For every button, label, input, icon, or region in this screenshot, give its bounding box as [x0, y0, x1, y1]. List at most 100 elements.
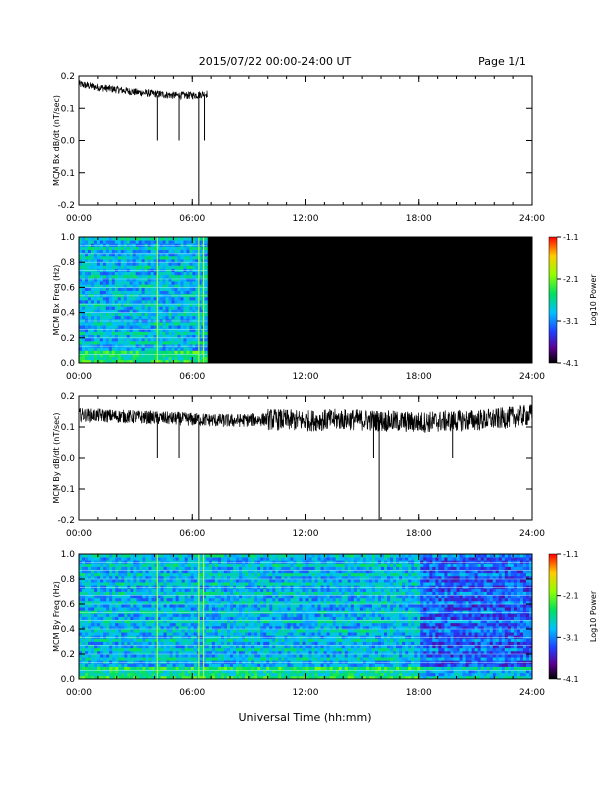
spectrogram-cell: [269, 672, 273, 677]
spectrogram-cell: [223, 600, 228, 605]
spectrogram-cell: [87, 318, 92, 323]
spectrogram-cell: [120, 290, 125, 295]
spectrogram-cell: [144, 331, 149, 336]
spectrogram-cell: [156, 252, 160, 257]
spectrogram-cell: [112, 629, 116, 633]
spectrogram-cell: [145, 585, 149, 589]
spectrogram-cell: [154, 650, 158, 655]
spectrogram-cell: [133, 650, 137, 655]
spectrogram-cell: [112, 594, 116, 599]
spectrogram-cell: [195, 296, 199, 301]
spectrogram-cell: [174, 303, 178, 307]
spectrogram-cell: [84, 325, 89, 329]
spectrogram-cell: [121, 660, 125, 664]
spectrogram-cell: [106, 569, 110, 574]
spectrogram-cell: [154, 597, 158, 602]
spectrogram-cell: [163, 597, 167, 602]
spectrogram-cell: [105, 240, 110, 244]
spectrogram-cell: [91, 604, 95, 608]
spectrogram-cell: [105, 337, 110, 342]
spectrogram-cell: [141, 262, 146, 266]
spectrogram-cell: [142, 575, 146, 580]
spectrogram-cell: [190, 594, 195, 599]
spectrogram-cell: [112, 554, 116, 558]
spectrogram-cell: [293, 675, 297, 680]
spectrogram-cell: [115, 654, 119, 658]
spectrogram-cell: [163, 632, 167, 636]
spectrogram-cell: [245, 641, 249, 646]
spectrogram-cell: [260, 582, 264, 586]
spectrogram-cell: [81, 347, 86, 351]
spectrogram-cell: [263, 638, 267, 642]
spectrogram-cell: [281, 657, 285, 661]
spectrogram-cell: [236, 619, 240, 624]
spectrogram-cell: [96, 315, 101, 320]
spectrogram-cell: [79, 303, 83, 307]
spectrogram-cell: [189, 337, 193, 342]
spectrogram-cell: [135, 262, 140, 266]
spectrogram-cell: [199, 672, 204, 677]
spectrogram-cell: [211, 632, 216, 636]
spectrogram-cell: [151, 604, 155, 608]
spectrogram-cell: [132, 274, 137, 279]
spectrogram-cell: [230, 657, 234, 661]
spectrogram-cell: [151, 622, 155, 627]
spectrogram-cell: [233, 572, 237, 577]
spectrogram-cell: [96, 284, 101, 288]
spectrogram-cell: [230, 669, 234, 674]
spectrogram-cell: [223, 654, 228, 658]
spectrogram-cell: [174, 306, 178, 310]
spectrogram-cell: [108, 296, 113, 301]
spectrogram-cell: [136, 579, 140, 583]
spectrogram-cell: [302, 657, 306, 661]
spectrogram-cell: [220, 613, 225, 617]
spectrogram-cell: [263, 582, 267, 586]
spectrogram-cell: [87, 277, 92, 282]
spectrogram-cell: [79, 246, 83, 250]
spectrogram-cell: [109, 585, 113, 589]
spectrogram-cell: [136, 566, 140, 571]
spectrogram-cell: [281, 660, 285, 664]
spectrogram-cell: [165, 262, 169, 266]
spectrogram-cell: [142, 613, 146, 617]
spectrogram-cell: [284, 604, 288, 608]
spectrogram-cell: [275, 666, 279, 671]
spectrogram-cell: [79, 616, 83, 621]
spectrogram-cell: [184, 619, 189, 624]
spectrogram-cell: [115, 588, 119, 592]
spectrogram-cell: [111, 337, 116, 342]
spectrogram-cell: [105, 312, 110, 317]
spectrogram-cell: [138, 340, 143, 345]
spectrogram-cell: [84, 306, 89, 310]
x-tick-label: 00:00: [66, 529, 92, 539]
spectrogram-cell: [186, 309, 190, 313]
spectrogram-cell: [142, 632, 146, 636]
spectrogram-cell: [284, 616, 288, 621]
spectrogram-cell: [189, 262, 193, 266]
spectrogram-cell: [97, 657, 101, 661]
spectrogram-cell: [230, 625, 234, 630]
spectrogram-cell: [299, 579, 303, 583]
spectrogram-cell: [178, 566, 183, 571]
spectrogram-cell: [82, 572, 86, 577]
spectrogram-cell: [278, 672, 282, 677]
spectrogram-cell: [251, 638, 255, 642]
spectrogram-cell: [133, 604, 137, 608]
spectrogram-cell: [175, 563, 180, 567]
spectrogram-cell: [106, 582, 110, 586]
spectrogram-cell: [272, 625, 276, 630]
spectrogram-cell: [174, 315, 178, 320]
spectrogram-cell: [111, 249, 116, 254]
spectrogram-cell: [195, 340, 199, 345]
spectrogram-cell: [192, 237, 196, 241]
spectrogram-cell: [239, 575, 243, 580]
spectrogram-cell: [163, 644, 167, 649]
spectrogram-cell: [290, 616, 294, 621]
spectrogram-cell: [111, 265, 116, 269]
spectrogram-cell: [129, 252, 134, 257]
spectrogram-cell: [202, 622, 207, 627]
spectrogram-cell: [147, 259, 152, 263]
spectrogram-cell: [174, 287, 178, 291]
spectrogram-cell: [165, 243, 169, 247]
spectrogram-cell: [136, 675, 140, 680]
